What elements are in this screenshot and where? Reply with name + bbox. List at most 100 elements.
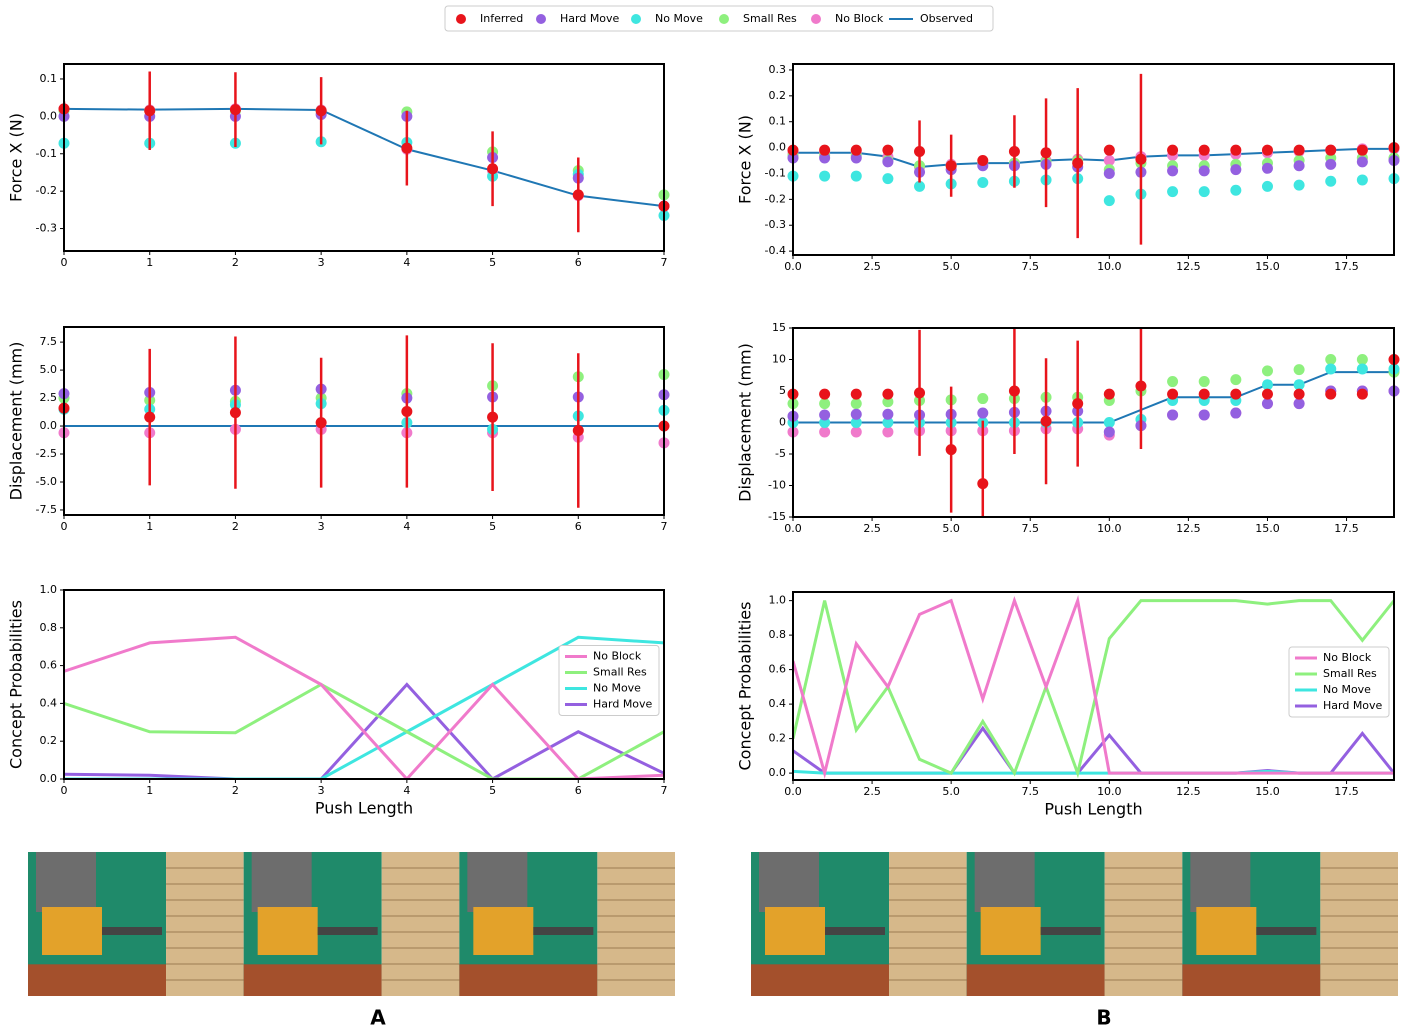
series-line: [793, 594, 1394, 779]
y-axis-label: Displacement (mm): [736, 343, 755, 502]
point: [401, 405, 413, 417]
point: [1325, 144, 1337, 156]
point: [850, 144, 862, 156]
photo-finger: [102, 927, 162, 935]
photo-gripper: [765, 907, 825, 955]
point: [1356, 144, 1368, 156]
point: [1325, 363, 1337, 375]
point: [1198, 186, 1210, 198]
x-tick-label: 12.5: [1176, 785, 1201, 798]
photo-finger: [1040, 927, 1101, 935]
y-tick-label: 0.0: [769, 141, 787, 154]
point: [1040, 147, 1052, 159]
y-tick-label: 0.0: [40, 772, 58, 785]
point: [1325, 388, 1337, 400]
point: [850, 426, 862, 438]
axes-frame: [792, 63, 1395, 256]
point: [882, 144, 894, 156]
photo-jenga: [597, 852, 675, 996]
point: [850, 170, 862, 182]
x-tick-label: 4: [403, 256, 410, 269]
photo-floor: [243, 964, 382, 996]
x-tick-label: 2.5: [863, 785, 881, 798]
point: [1261, 379, 1273, 391]
axes-frame: [63, 326, 665, 516]
photo-robot: [1190, 852, 1251, 912]
x-tick-label: 4: [403, 784, 410, 797]
point: [1261, 398, 1273, 410]
point: [315, 105, 327, 117]
y-tick-label: 0.8: [769, 628, 787, 641]
point: [977, 478, 989, 490]
legend-swatch: [811, 14, 821, 24]
x-tick-label: 12.5: [1176, 522, 1201, 535]
y-tick-label: 10: [772, 353, 786, 366]
x-tick-label: 7.5: [1021, 522, 1039, 535]
x-tick-label: 3: [318, 520, 325, 533]
photo-floor: [966, 964, 1105, 996]
point: [977, 393, 989, 405]
x-tick-label: 2.5: [863, 522, 881, 535]
y-tick-label: -0.1: [36, 147, 57, 160]
point: [1008, 145, 1020, 157]
x-tick-label: 6: [575, 256, 582, 269]
photo-robot: [467, 852, 528, 912]
x-tick-label: 1: [146, 784, 153, 797]
y-axis-label: Concept Probabilities: [7, 600, 26, 769]
point: [1261, 180, 1273, 192]
legend-label: Small Res: [593, 666, 647, 679]
series-line: [64, 107, 664, 208]
point: [487, 163, 499, 175]
point: [1356, 156, 1368, 168]
point: [1167, 409, 1179, 421]
x-tick-label: 2: [232, 784, 239, 797]
point: [572, 189, 584, 201]
x-tick-label: 15.0: [1255, 260, 1280, 273]
y-tick-label: -5.0: [36, 475, 57, 488]
legend-label: No Move: [655, 12, 703, 25]
point: [945, 160, 957, 172]
point: [315, 417, 327, 429]
point: [572, 425, 584, 437]
y-axis-label: Concept Probabilities: [736, 602, 755, 771]
point: [850, 398, 862, 410]
legend-label: No Move: [593, 682, 641, 695]
x-tick-label: 7: [661, 784, 668, 797]
point: [401, 142, 413, 154]
y-tick-label: 1.0: [769, 594, 787, 607]
point: [1230, 144, 1242, 156]
panel-label: B: [1096, 1006, 1111, 1030]
x-tick-label: 10.0: [1097, 260, 1122, 273]
point: [1040, 415, 1052, 427]
x-tick-label: 1: [146, 256, 153, 269]
y-tick-label: 0.2: [769, 89, 787, 102]
legend-swatch: [456, 14, 466, 24]
y-tick-label: 0.2: [40, 734, 58, 747]
point: [1230, 184, 1242, 196]
x-tick-label: 0: [61, 256, 68, 269]
point: [1293, 364, 1305, 376]
point: [882, 156, 894, 168]
y-axis-label: Force X (N): [736, 115, 755, 204]
y-tick-label: 7.5: [40, 335, 58, 348]
point: [229, 407, 241, 419]
y-tick-label: 0.0: [40, 419, 58, 432]
point: [144, 411, 156, 423]
point: [977, 177, 989, 189]
point: [1008, 385, 1020, 397]
point: [1230, 388, 1242, 400]
y-tick-label: 0.6: [40, 659, 58, 672]
point: [1198, 409, 1210, 421]
point: [819, 417, 831, 428]
x-tick-label: 5.0: [942, 785, 960, 798]
photo-gripper: [1196, 907, 1257, 955]
x-tick-label: 4: [403, 520, 410, 533]
legend-label: Hard Move: [593, 698, 653, 711]
y-tick-label: 1.0: [40, 583, 58, 596]
point: [819, 398, 831, 410]
x-tick-label: 17.5: [1334, 785, 1359, 798]
legend-label: No Block: [835, 12, 884, 25]
point: [1230, 374, 1242, 386]
point: [1325, 158, 1337, 170]
point: [882, 417, 894, 428]
